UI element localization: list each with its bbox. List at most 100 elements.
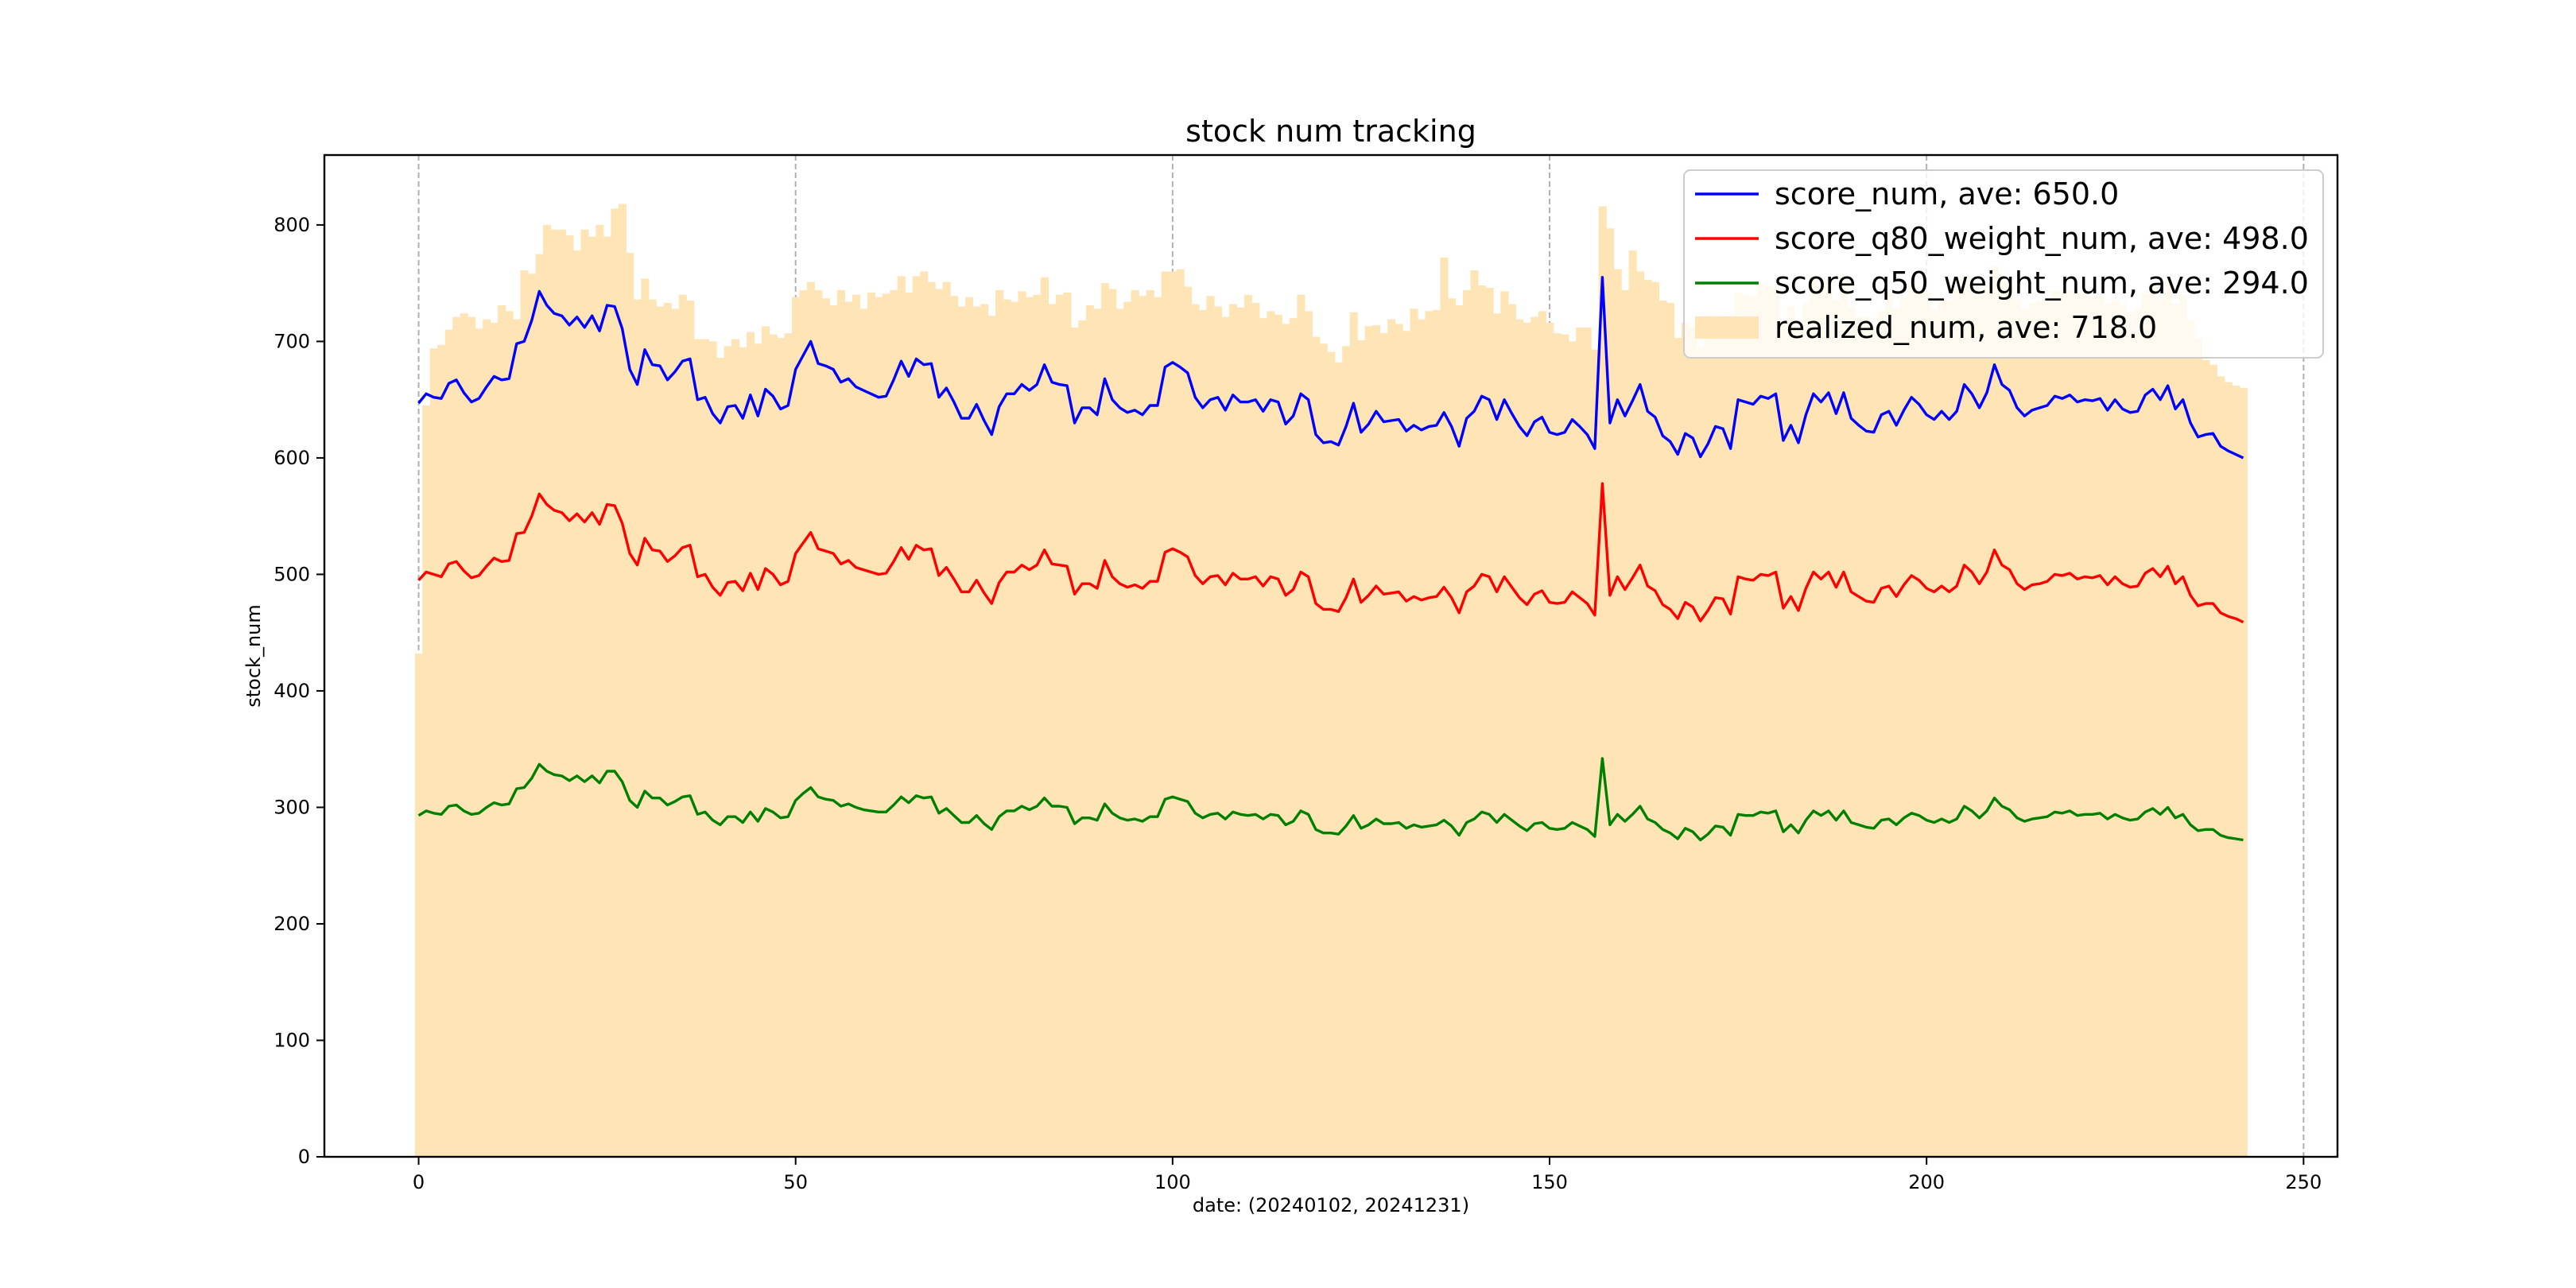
realized-num-bar	[1832, 301, 1841, 1157]
realized-num-bar	[2141, 293, 2150, 1157]
realized-num-bar	[1998, 281, 2007, 1157]
realized-num-bar	[1267, 311, 1275, 1158]
realized-num-bar	[1899, 297, 1909, 1158]
realized-num-bar	[754, 343, 762, 1157]
y-tick-label-0: 0	[298, 1146, 310, 1168]
realized-num-bar	[1779, 324, 1788, 1157]
realized-num-bar	[1726, 334, 1735, 1157]
realized-num-bar	[2118, 304, 2128, 1157]
x-tick-label-50: 50	[783, 1171, 808, 1193]
realized-num-bar	[1515, 319, 1524, 1157]
realized-num-bar	[875, 297, 883, 1158]
realized-num-bar	[678, 294, 687, 1157]
realized-num-bar	[1689, 327, 1697, 1158]
realized-num-bar	[1040, 277, 1049, 1158]
realized-num-bar	[1825, 277, 1833, 1158]
x-tick-label-0: 0	[413, 1171, 425, 1193]
realized-num-bar	[1568, 341, 1577, 1158]
realized-num-bar	[2104, 304, 2112, 1157]
realized-num-bar	[2156, 298, 2165, 1158]
realized-num-bar	[1100, 283, 1109, 1157]
realized-num-bar	[1228, 304, 1238, 1157]
realized-num-bar	[2005, 283, 2014, 1157]
realized-num-bar	[1139, 296, 1147, 1158]
realized-num-bar	[2081, 293, 2089, 1157]
realized-num-bar	[920, 271, 929, 1158]
realized-num-bar	[648, 299, 657, 1157]
legend-label-score-q80-weight-num: score_q80_weight_num, ave: 498.0	[1775, 221, 2309, 256]
realized-num-bar	[1123, 301, 1132, 1158]
realized-num-bar	[1681, 322, 1690, 1157]
realized-num-bar	[912, 276, 921, 1158]
realized-num-bar	[1953, 289, 1961, 1157]
realized-num-bar	[520, 270, 529, 1157]
realized-num-bar	[739, 347, 747, 1158]
realized-num-bar	[1440, 257, 1449, 1158]
realized-num-bar	[897, 276, 906, 1158]
realized-num-bar	[905, 292, 914, 1157]
realized-num-bar	[490, 322, 499, 1157]
realized-num-bar	[708, 341, 717, 1158]
realized-num-bar	[1756, 283, 1765, 1157]
realized-num-bar	[1010, 301, 1019, 1158]
realized-num-bar	[528, 274, 537, 1157]
realized-num-bar	[1033, 294, 1042, 1157]
x-tick-label-250: 250	[2285, 1171, 2322, 1193]
realized-num-bar	[2020, 308, 2029, 1157]
realized-num-bar	[693, 339, 702, 1157]
realized-num-bar	[2202, 359, 2210, 1157]
realized-num-bar	[2028, 303, 2037, 1157]
y-tick-label-300: 300	[274, 796, 310, 818]
legend-swatch-realized-num	[1695, 316, 1759, 339]
realized-num-bar	[1319, 343, 1328, 1157]
realized-num-bar	[1810, 276, 1818, 1158]
realized-num-bar	[437, 344, 446, 1157]
x-tick-label-200: 200	[1908, 1171, 1945, 1193]
realized-num-bar	[731, 339, 740, 1157]
realized-num-bar	[806, 281, 816, 1158]
realized-num-bar	[1771, 288, 1780, 1158]
realized-num-bar	[1243, 294, 1253, 1157]
realized-num-bar	[836, 289, 845, 1157]
realized-num-bar	[1696, 347, 1705, 1158]
realized-num-bar	[1349, 312, 1358, 1157]
realized-num-bar	[2013, 299, 2022, 1157]
realized-num-bar	[1025, 297, 1034, 1158]
realized-num-bar	[1402, 331, 1411, 1157]
realized-num-bar	[1674, 338, 1682, 1158]
realized-num-bar	[505, 311, 514, 1158]
plot-frame	[323, 153, 2339, 1158]
realized-num-bar	[1206, 296, 1215, 1158]
realized-num-bar	[1425, 311, 1433, 1158]
realized-num-bar	[1643, 279, 1652, 1157]
realized-num-bar	[2171, 304, 2180, 1157]
realized-num-bar	[588, 236, 596, 1158]
realized-num-bar	[1651, 281, 1660, 1158]
realized-num-bar	[1794, 326, 1803, 1158]
realized-num-bar	[1658, 301, 1667, 1157]
realized-num-bar	[1840, 274, 1849, 1157]
realized-num-bar	[1922, 293, 1931, 1157]
realized-num-bar	[821, 298, 830, 1158]
realized-num-bar	[572, 250, 582, 1157]
realized-num-bar	[1259, 318, 1267, 1158]
realized-num-bar	[1817, 288, 1825, 1158]
realized-num-bar	[1606, 228, 1615, 1157]
realized-num-bar	[1018, 291, 1026, 1158]
realized-num-bar	[1983, 285, 1992, 1157]
realized-num-bar	[1176, 269, 1185, 1157]
realized-num-bar	[1327, 351, 1336, 1158]
realized-num-bar	[965, 297, 974, 1158]
realized-num-bar	[2126, 312, 2135, 1157]
realized-num-bar	[1538, 311, 1546, 1158]
realized-num-bar	[1462, 289, 1472, 1157]
y-tick-label-400: 400	[274, 680, 310, 702]
realized-num-bar	[1576, 327, 1585, 1158]
realized-num-bar	[513, 319, 522, 1157]
legend-box	[1683, 169, 2324, 359]
realized-num-bar	[2133, 308, 2143, 1157]
legend-label-score-num: score_num, ave: 650.0	[1775, 177, 2119, 211]
realized-num-bar	[769, 334, 778, 1157]
realized-num-bar	[1877, 311, 1886, 1158]
realized-num-bar	[1938, 299, 1946, 1157]
